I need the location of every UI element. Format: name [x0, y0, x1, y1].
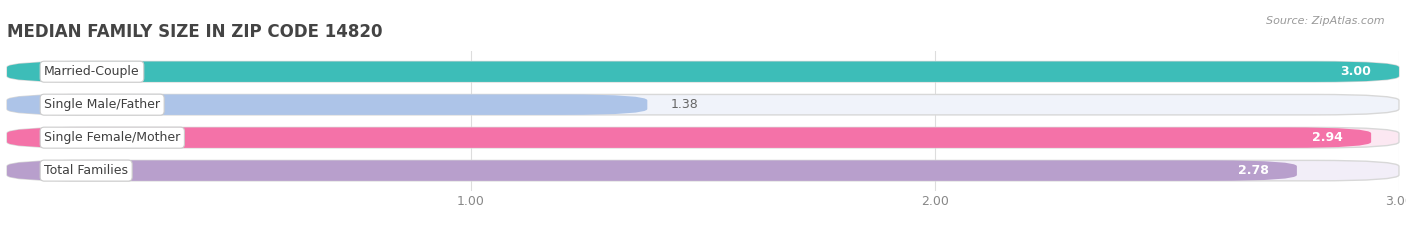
Text: MEDIAN FAMILY SIZE IN ZIP CODE 14820: MEDIAN FAMILY SIZE IN ZIP CODE 14820 — [7, 23, 382, 41]
Text: Total Families: Total Families — [44, 164, 128, 177]
Text: 3.00: 3.00 — [1340, 65, 1371, 78]
Text: Source: ZipAtlas.com: Source: ZipAtlas.com — [1267, 16, 1385, 26]
Text: Single Female/Mother: Single Female/Mother — [44, 131, 180, 144]
Text: Married-Couple: Married-Couple — [44, 65, 139, 78]
Text: 2.94: 2.94 — [1312, 131, 1343, 144]
FancyBboxPatch shape — [7, 127, 1371, 148]
FancyBboxPatch shape — [7, 62, 1399, 82]
FancyBboxPatch shape — [7, 94, 1399, 115]
FancyBboxPatch shape — [7, 160, 1296, 181]
FancyBboxPatch shape — [7, 160, 1399, 181]
FancyBboxPatch shape — [7, 127, 1399, 148]
FancyBboxPatch shape — [7, 94, 647, 115]
Text: 2.78: 2.78 — [1239, 164, 1270, 177]
Text: 1.38: 1.38 — [671, 98, 699, 111]
FancyBboxPatch shape — [7, 62, 1399, 82]
Text: Single Male/Father: Single Male/Father — [44, 98, 160, 111]
